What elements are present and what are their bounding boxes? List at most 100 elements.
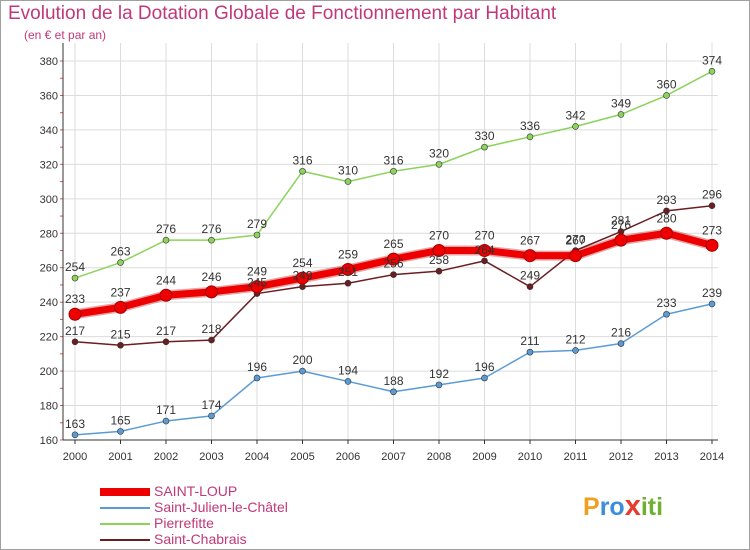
x-tick-label: 2011	[564, 451, 588, 463]
data-label-saint-julien-le-chatel: 192	[429, 367, 449, 381]
chart-subtitle: (en € et par an)	[24, 28, 107, 42]
data-label-saint-loup: 276	[611, 218, 631, 232]
point-saint-loup	[114, 300, 127, 314]
point-saint-julien-le-chatel	[390, 388, 397, 396]
x-tick-label: 2001	[108, 451, 132, 463]
point-pierrefitte	[617, 111, 625, 118]
y-tick-label: 320	[40, 159, 58, 171]
data-label-saint-loup: 233	[65, 292, 85, 306]
data-label-pierrefitte: 279	[247, 217, 267, 231]
point-saint-julien-le-chatel	[117, 428, 124, 435]
x-tick-label: 2005	[290, 451, 314, 463]
point-saint-julien-le-chatel	[435, 381, 443, 389]
data-label-pierrefitte: 276	[201, 222, 221, 236]
point-saint-loup	[660, 226, 673, 240]
point-saint-loup	[296, 271, 309, 285]
point-saint-julien-le-chatel	[299, 367, 306, 375]
data-label-saint-chabrais: 217	[65, 324, 85, 338]
point-saint-loup	[387, 252, 400, 266]
data-label-saint-chabrais: 218	[201, 322, 221, 336]
point-saint-chabrais	[481, 257, 488, 265]
data-label-saint-julien-le-chatel: 174	[201, 398, 221, 412]
point-saint-julien-le-chatel	[708, 300, 716, 308]
data-label-saint-julien-le-chatel: 194	[338, 363, 358, 377]
point-saint-chabrais	[435, 267, 443, 275]
point-saint-chabrais	[390, 271, 397, 278]
y-tick-label: 240	[40, 297, 58, 309]
data-label-saint-chabrais: 256	[383, 257, 403, 271]
data-label-saint-julien-le-chatel: 165	[110, 413, 130, 427]
data-label-saint-chabrais: 251	[338, 265, 358, 279]
point-saint-julien-le-chatel	[572, 347, 579, 354]
point-saint-loup	[478, 244, 491, 257]
data-label-saint-chabrais: 249	[520, 269, 540, 283]
data-label-saint-loup: 237	[110, 285, 130, 299]
point-pierrefitte	[435, 161, 443, 168]
x-tick-label: 2012	[609, 451, 633, 463]
x-tick-label: 2002	[154, 451, 178, 463]
point-pierrefitte	[162, 236, 170, 244]
legend-label: Pierrefitte	[154, 515, 214, 531]
data-label-saint-julien-le-chatel: 196	[474, 360, 494, 374]
point-saint-julien-le-chatel	[526, 348, 534, 356]
y-tick-label: 340	[40, 125, 58, 137]
x-tick-label: 2004	[245, 451, 269, 463]
data-label-pierrefitte: 349	[611, 96, 631, 110]
point-saint-chabrais	[344, 279, 352, 287]
data-label-saint-chabrais: 296	[702, 188, 722, 202]
data-label-saint-julien-le-chatel: 200	[292, 353, 312, 367]
point-saint-chabrais	[663, 207, 670, 215]
point-saint-chabrais	[299, 283, 306, 290]
data-label-saint-loup: 270	[429, 229, 449, 243]
data-label-saint-julien-le-chatel: 233	[656, 296, 676, 310]
legend-label: SAINT-LOUP	[154, 483, 238, 499]
x-tick-label: 2000	[63, 451, 87, 463]
point-pierrefitte	[344, 178, 352, 185]
point-saint-loup	[68, 307, 82, 321]
point-saint-chabrais	[708, 202, 716, 210]
data-label-pierrefitte: 316	[292, 153, 312, 167]
x-tick-label: 2013	[654, 451, 678, 463]
point-pierrefitte	[71, 274, 79, 282]
logo-letter: x	[624, 490, 641, 522]
data-label-saint-loup: 273	[702, 223, 722, 237]
data-label-saint-loup: 249	[247, 265, 267, 279]
logo-letter: i	[656, 493, 664, 521]
data-label-saint-loup: 267	[565, 234, 585, 248]
legend-swatch	[100, 488, 150, 496]
x-tick-label: 2008	[427, 451, 451, 463]
data-label-saint-loup: 270	[474, 229, 494, 243]
y-tick-label: 200	[40, 366, 58, 378]
data-label-pierrefitte: 263	[110, 245, 130, 259]
point-pierrefitte	[208, 236, 215, 244]
point-saint-julien-le-chatel	[162, 417, 170, 425]
point-saint-julien-le-chatel	[663, 310, 670, 318]
data-label-saint-chabrais: 258	[429, 253, 449, 267]
data-label-saint-loup: 280	[656, 211, 676, 225]
x-tick-label: 2003	[199, 451, 223, 463]
point-saint-loup	[705, 238, 719, 252]
point-saint-loup	[523, 249, 537, 263]
y-tick-label: 360	[40, 90, 58, 102]
x-tick-label: 2010	[518, 451, 542, 463]
data-label-saint-julien-le-chatel: 171	[156, 403, 176, 417]
data-label-saint-julien-le-chatel: 216	[611, 326, 631, 340]
point-saint-chabrais	[526, 283, 534, 290]
data-label-pierrefitte: 342	[565, 108, 585, 122]
data-label-saint-julien-le-chatel: 212	[565, 332, 585, 346]
logo-letter: o	[609, 493, 625, 521]
point-pierrefitte	[253, 231, 261, 239]
point-saint-chabrais	[71, 338, 79, 346]
point-saint-loup	[250, 280, 264, 294]
point-saint-chabrais	[208, 336, 215, 344]
point-saint-loup	[341, 262, 355, 276]
legend-label: Saint-Julien-le-Châtel	[154, 499, 288, 515]
y-tick-label: 280	[40, 228, 58, 240]
data-label-saint-loup: 246	[201, 270, 221, 284]
data-label-saint-chabrais: 264	[474, 243, 494, 257]
x-tick-label: 2007	[381, 451, 405, 463]
point-pierrefitte	[299, 167, 306, 175]
point-pierrefitte	[572, 123, 579, 130]
legend-label: Saint-Chabrais	[154, 531, 247, 547]
